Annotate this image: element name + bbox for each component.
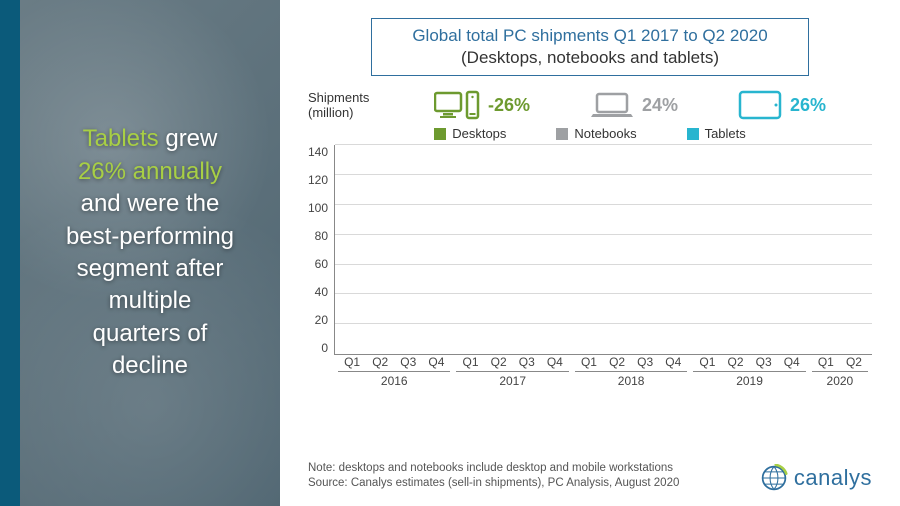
x-quarter: Q2: [842, 355, 866, 369]
x-quarter: Q3: [515, 355, 539, 369]
y-tick: 140: [308, 145, 328, 159]
y-tick: 120: [308, 173, 328, 187]
chart: 140 120 100 80 60 40 20 0 Q1 Q2 Q3 Q4 2016 Q1 Q2 Q3 Q4 2…: [308, 145, 872, 451]
x-year: Q1 Q2 Q3 Q4 2019: [693, 355, 805, 388]
brand-logo: canalys: [760, 464, 872, 492]
desktop-icon: [434, 90, 480, 120]
right-panel: Global total PC shipments Q1 2017 to Q2 …: [280, 0, 900, 506]
x-year-label: 2017: [456, 371, 568, 388]
chart-title-1b: Q1 2017 to Q2 2020: [614, 26, 768, 45]
kpi-notebook-value: 24%: [642, 95, 678, 116]
x-quarter: Q4: [661, 355, 685, 369]
globe-icon: [760, 464, 788, 492]
x-year-label: 2020: [812, 371, 868, 388]
device-kpis: -26% 24% 26%: [388, 90, 872, 120]
slide: Tablets grew 26% annually and were the b…: [0, 0, 900, 506]
y-tick: 100: [308, 201, 328, 215]
y-axis: 140 120 100 80 60 40 20 0: [308, 145, 334, 355]
chart-title-1a: Global total PC shipments: [412, 26, 613, 45]
left-panel: Tablets grew 26% annually and were the b…: [20, 0, 280, 506]
headline: Tablets grew 26% annually and were the b…: [66, 123, 234, 382]
x-quarter: Q3: [752, 355, 776, 369]
accent-bar: [0, 0, 20, 506]
swatch-desktops: [434, 128, 446, 140]
chart-subtitle: (Desktops, notebooks and tablets): [412, 47, 767, 69]
legend-desktops: Desktops: [434, 126, 506, 141]
x-year: Q1 Q2 Q3 Q4 2017: [456, 355, 568, 388]
x-quarter: Q2: [723, 355, 747, 369]
headline-strong-2: 26% annually: [78, 158, 222, 185]
x-quarter: Q4: [424, 355, 448, 369]
x-quarter: Q2: [487, 355, 511, 369]
x-axis: Q1 Q2 Q3 Q4 2016 Q1 Q2 Q3 Q4 2017 Q1 Q2 Q3 Q4 2018 Q1 Q2…: [334, 355, 872, 388]
swatch-notebooks: [556, 128, 568, 140]
y-tick: 0: [308, 341, 328, 355]
kpi-desktop: -26%: [434, 90, 530, 120]
laptop-icon: [590, 91, 634, 119]
kpi-notebook: 24%: [590, 90, 678, 120]
x-quarter: Q1: [695, 355, 719, 369]
x-year: Q1 Q2 2020: [812, 355, 868, 388]
plot-area: [334, 145, 872, 355]
y-tick: 80: [308, 229, 328, 243]
x-quarter: Q1: [814, 355, 838, 369]
y-tick: 40: [308, 285, 328, 299]
year-group: [660, 145, 761, 354]
x-quarter: Q1: [577, 355, 601, 369]
year-group: [767, 145, 868, 354]
x-year: Q1 Q2 Q3 Q4 2018: [575, 355, 687, 388]
kpi-desktop-value: -26%: [488, 95, 530, 116]
x-quarter: Q1: [458, 355, 482, 369]
swatch-tablets: [687, 128, 699, 140]
year-group: [553, 145, 654, 354]
year-group: [446, 145, 547, 354]
kpi-tablet-value: 26%: [790, 95, 826, 116]
legend-tablets: Tablets: [687, 126, 746, 141]
legend: Desktops Notebooks Tablets: [308, 126, 872, 141]
x-quarter: Q1: [340, 355, 364, 369]
x-quarter: Q4: [543, 355, 567, 369]
x-year-label: 2018: [575, 371, 687, 388]
chart-title-box: Global total PC shipments Q1 2017 to Q2 …: [371, 18, 808, 76]
kpi-tablet: 26%: [738, 90, 826, 120]
x-year-label: 2019: [693, 371, 805, 388]
y-tick: 20: [308, 313, 328, 327]
x-quarter: Q2: [605, 355, 629, 369]
x-year: Q1 Q2 Q3 Q4 2016: [338, 355, 450, 388]
x-quarter: Q4: [780, 355, 804, 369]
x-year-label: 2016: [338, 371, 450, 388]
x-quarter: Q3: [396, 355, 420, 369]
x-quarter: Q2: [368, 355, 392, 369]
meta-row: Shipments (million) -26%: [308, 90, 872, 120]
year-group: [339, 145, 440, 354]
headline-strong-1: Tablets: [83, 125, 159, 152]
plot-wrap: Q1 Q2 Q3 Q4 2016 Q1 Q2 Q3 Q4 2017 Q1 Q2 Q3 Q4 2018 Q1 Q2…: [334, 145, 872, 451]
legend-notebooks: Notebooks: [556, 126, 636, 141]
x-quarter: Q3: [633, 355, 657, 369]
tablet-icon: [738, 90, 782, 120]
y-tick: 60: [308, 257, 328, 271]
y-axis-title: Shipments (million): [308, 90, 388, 120]
brand-name: canalys: [794, 465, 872, 491]
